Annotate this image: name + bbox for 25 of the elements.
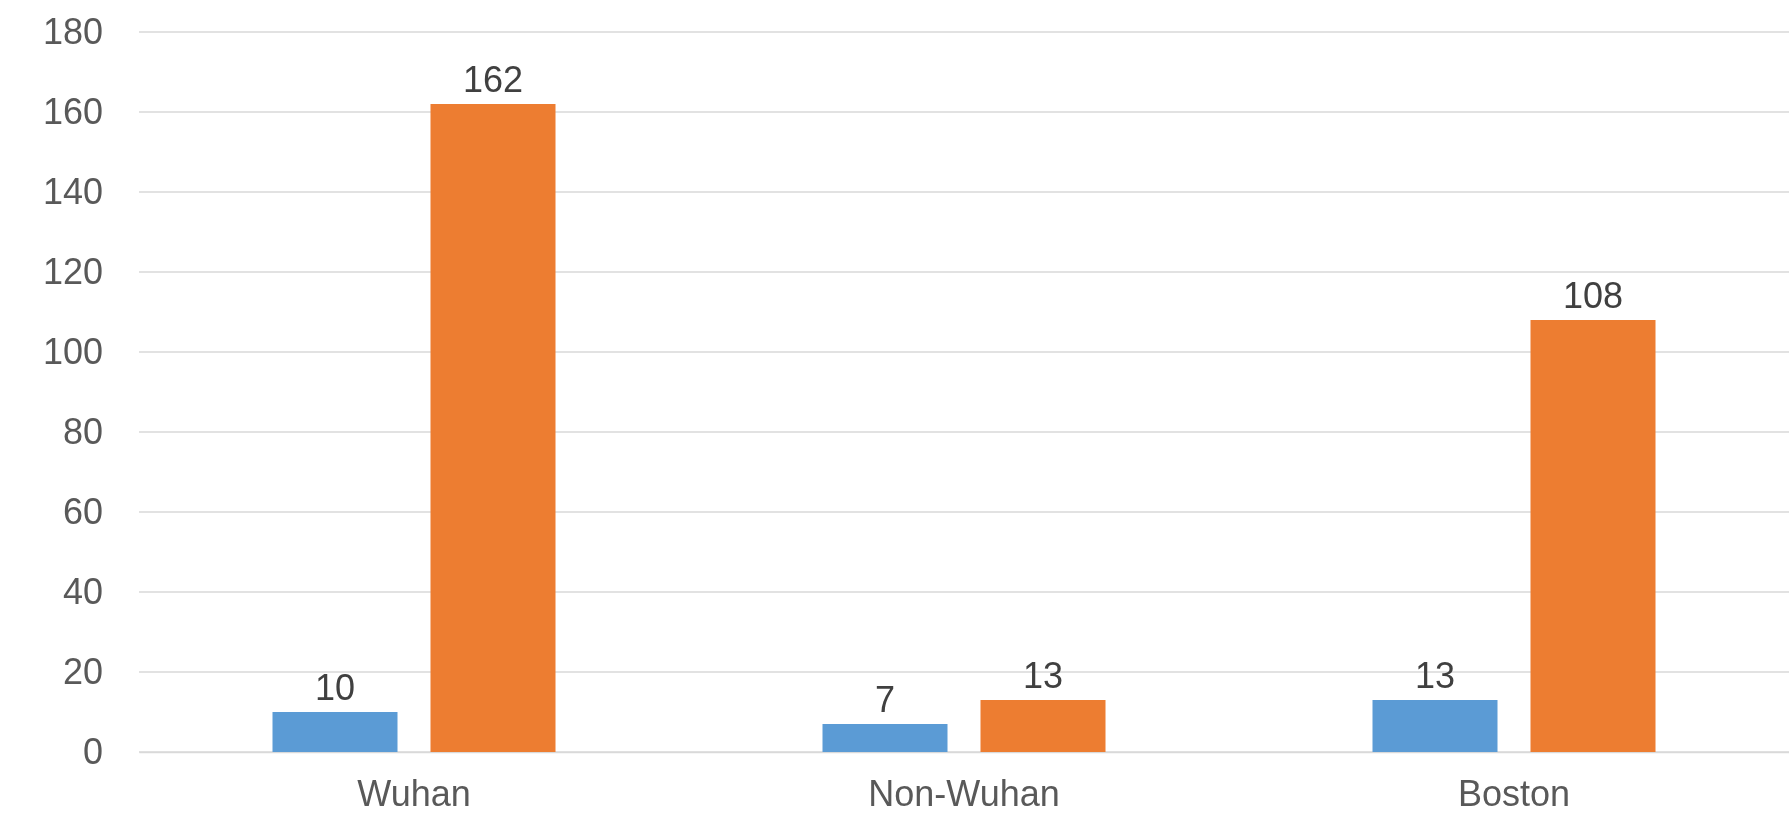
data-label: 7 bbox=[874, 679, 896, 720]
y-tick-label: 60 bbox=[62, 491, 103, 533]
bar bbox=[822, 724, 948, 752]
x-tick-label: Non-Wuhan bbox=[868, 772, 1060, 814]
y-tick-label: 140 bbox=[42, 171, 103, 213]
data-label: 13 bbox=[1022, 655, 1064, 696]
y-tick-label: 120 bbox=[42, 251, 103, 293]
y-tick-label: 100 bbox=[42, 331, 103, 373]
y-tick-label: 0 bbox=[82, 731, 103, 773]
y-tick-label: 80 bbox=[62, 411, 103, 453]
bar bbox=[1530, 320, 1656, 752]
data-label: 10 bbox=[314, 667, 356, 708]
bar bbox=[1372, 700, 1498, 752]
x-tick-label: Boston bbox=[1457, 772, 1571, 814]
y-tick-label: 40 bbox=[62, 571, 103, 613]
y-tick-label: 180 bbox=[42, 11, 103, 53]
bar bbox=[980, 700, 1106, 752]
y-tick-label: 160 bbox=[42, 91, 103, 133]
data-label: 108 bbox=[1562, 275, 1624, 316]
bar bbox=[272, 712, 398, 752]
data-label: 162 bbox=[462, 59, 524, 100]
y-tick-label: 20 bbox=[62, 651, 103, 693]
data-label: 13 bbox=[1414, 655, 1456, 696]
bar bbox=[430, 104, 556, 752]
x-tick-label: Wuhan bbox=[357, 772, 471, 814]
